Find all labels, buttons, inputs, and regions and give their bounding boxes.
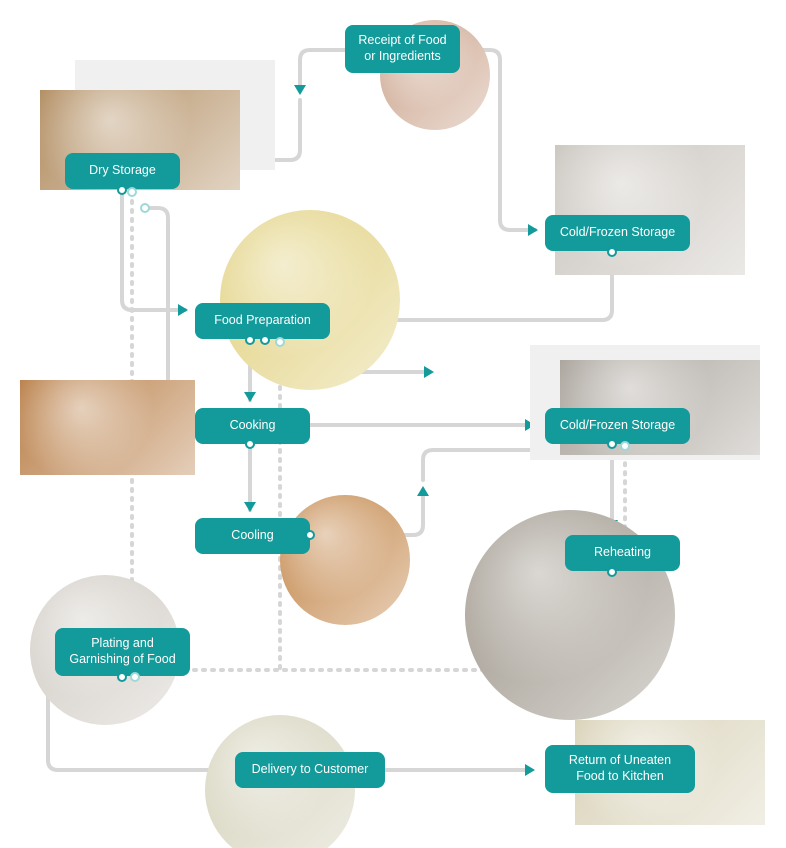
photo-placeholder: [555, 145, 745, 275]
connector-dot: [127, 187, 137, 197]
arrow-head-icon: [178, 304, 188, 316]
connector-dot: [305, 530, 315, 540]
connector-dot: [117, 672, 127, 682]
node-prep: Food Preparation: [195, 303, 330, 339]
connector-dot: [275, 337, 285, 347]
connector-dot: [117, 185, 127, 195]
node-label: Receipt of Foodor Ingredients: [358, 33, 446, 64]
connector: [122, 190, 185, 310]
photo-placeholder: [20, 380, 195, 475]
node-dry: Dry Storage: [65, 153, 180, 189]
arrow-head-icon: [424, 366, 434, 378]
connector-dot: [140, 203, 150, 213]
node-label: Dry Storage: [89, 163, 156, 179]
connector-dot: [260, 335, 270, 345]
node-reheating: Reheating: [565, 535, 680, 571]
connector-dot: [620, 441, 630, 451]
node-cold1: Cold/Frozen Storage: [545, 215, 690, 251]
node-label: Plating andGarnishing of Food: [69, 636, 175, 667]
node-label: Delivery to Customer: [252, 762, 369, 778]
connector-dot: [607, 439, 617, 449]
node-return: Return of UneatenFood to Kitchen: [545, 745, 695, 793]
node-label: Cold/Frozen Storage: [560, 418, 675, 434]
node-cold2: Cold/Frozen Storage: [545, 408, 690, 444]
photo-placeholder: [280, 495, 410, 625]
node-plating: Plating andGarnishing of Food: [55, 628, 190, 676]
arrow-head-icon: [244, 392, 256, 402]
node-cooking: Cooking: [195, 408, 310, 444]
node-label: Food Preparation: [214, 313, 311, 329]
arrow-head-icon: [417, 486, 429, 496]
connector-dot: [607, 567, 617, 577]
node-label: Return of UneatenFood to Kitchen: [569, 753, 671, 784]
arrow-head-icon: [525, 764, 535, 776]
connector-dot: [130, 672, 140, 682]
node-cooling: Cooling: [195, 518, 310, 554]
photo-placeholder: [220, 210, 400, 390]
node-label: Cooking: [230, 418, 276, 434]
connector: [300, 50, 345, 90]
node-receipt: Receipt of Foodor Ingredients: [345, 25, 460, 73]
arrow-head-icon: [294, 85, 306, 95]
connector-dot: [245, 439, 255, 449]
node-label: Cold/Frozen Storage: [560, 225, 675, 241]
arrow-head-icon: [528, 224, 538, 236]
node-label: Cooling: [231, 528, 273, 544]
connector-dot: [245, 335, 255, 345]
node-delivery: Delivery to Customer: [235, 752, 385, 788]
connector-dot: [607, 247, 617, 257]
arrow-head-icon: [244, 502, 256, 512]
node-label: Reheating: [594, 545, 651, 561]
